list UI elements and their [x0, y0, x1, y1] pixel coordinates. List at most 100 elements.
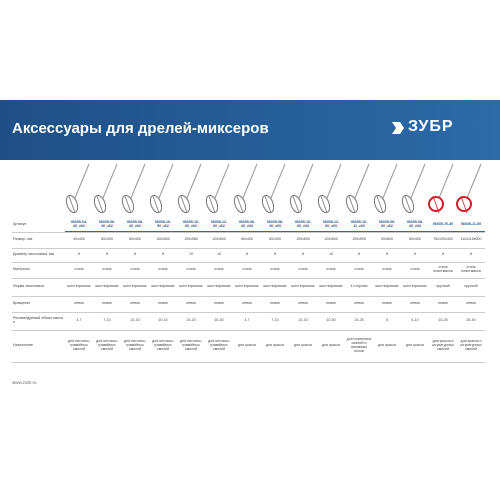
cell: 8	[302, 252, 304, 257]
cell: сталь	[102, 267, 112, 272]
cell: 8	[386, 252, 388, 257]
cell: 06035-10-50_z02	[154, 220, 172, 228]
cell: для песчано-гравийных смесей	[68, 339, 90, 351]
cell: для красок	[321, 343, 341, 348]
cell: сталь пластмасса	[433, 265, 453, 273]
cell: для песчано-гравийных смесей	[152, 339, 174, 351]
cell: 10	[189, 252, 193, 257]
cell: 06035-08-40_z03	[266, 220, 284, 228]
cell: шестигранник	[263, 284, 287, 289]
cell: шестигранник	[403, 284, 427, 289]
cell: 80х400	[409, 237, 421, 242]
cell: левое	[438, 301, 448, 306]
cell: левое	[214, 301, 224, 306]
title: Аксессуары для дрелей-миксеров	[12, 120, 269, 137]
footer-url: www.zubr.ru	[12, 380, 37, 385]
cell: шестигранник	[319, 284, 343, 289]
cell: для песчано-гравийных смесей	[208, 339, 230, 351]
cell: 8	[274, 252, 276, 257]
cell: левое	[298, 301, 308, 306]
cell: 40х400	[73, 237, 85, 242]
cell: для красок и штукатурных смесей	[460, 339, 482, 351]
cell: 15-30	[214, 318, 224, 323]
cell: 100х600	[296, 237, 310, 242]
mixer-icon	[373, 163, 398, 214]
cell: 10-15	[298, 318, 308, 323]
cell: шестигранник	[179, 284, 203, 289]
cell: 120х600	[324, 237, 338, 242]
row-divider	[12, 262, 485, 263]
cell: для песчано-гравийных смесей	[124, 339, 146, 351]
cell: 90х600	[381, 237, 393, 242]
cell: 06035-08-40_z03	[406, 220, 424, 228]
cell: 06035-09-60_z02	[378, 220, 396, 228]
cell: 76х100х400	[433, 237, 453, 242]
mixer-icon	[289, 163, 314, 214]
row-label: Артикул	[13, 222, 27, 227]
cell: 4 стороны	[350, 284, 368, 289]
logo: ЗУБР	[408, 118, 454, 135]
row-divider	[12, 278, 485, 279]
cell: сталь	[326, 267, 336, 272]
cell: левое	[466, 301, 476, 306]
cell: 100х500	[156, 237, 170, 242]
cell: сталь	[270, 267, 280, 272]
mixer-icon	[205, 163, 230, 214]
cell: 06035-12-60_z03	[322, 220, 340, 228]
cell: левое	[326, 301, 336, 306]
cell: 4-7	[76, 318, 82, 323]
mixer-icon	[93, 163, 118, 214]
cell: 15-25	[354, 318, 364, 323]
cell: 7-10	[271, 318, 279, 323]
cell: 06035-10-60_z03	[294, 220, 312, 228]
cell: сталь	[242, 267, 252, 272]
cell: 8	[358, 252, 360, 257]
cell: круглый	[436, 284, 450, 289]
row-divider	[12, 362, 485, 363]
cell: левое	[186, 301, 196, 306]
cell: 5	[386, 318, 388, 323]
row-divider	[12, 248, 485, 249]
banner	[0, 100, 500, 160]
cell: сталь	[214, 267, 224, 272]
cell: шестигранник	[235, 284, 259, 289]
cell: 8	[106, 252, 108, 257]
cell: 06035-06-40_z02	[98, 220, 116, 228]
row-divider	[12, 312, 485, 313]
row-label: Диаметр хвостовика, мм	[13, 252, 55, 257]
cell: 110х115х600	[460, 237, 482, 242]
mixer-icon	[177, 163, 202, 214]
cell: левое	[410, 301, 420, 306]
cell: 10-15	[130, 318, 140, 323]
row-label: Рекомендуемый объем смеси, л	[13, 316, 64, 324]
logo-icon	[392, 122, 404, 134]
cell: левое	[242, 301, 252, 306]
cell: левое	[158, 301, 168, 306]
mixer-icon	[317, 163, 342, 214]
cell: для красок	[293, 343, 313, 348]
cell: 06035-10-11_z03	[350, 220, 368, 228]
cell: левое	[270, 301, 280, 306]
row-divider	[12, 330, 485, 331]
cell: для плиточных смесей и наливных полов	[346, 337, 372, 353]
cell: левое	[382, 301, 392, 306]
mixer-icon	[345, 163, 370, 214]
cell: для красок	[405, 343, 425, 348]
row-label: Размер, мм	[13, 237, 33, 242]
cell: 15-25	[438, 318, 448, 323]
cell: 06035-06-40_z03	[238, 220, 256, 228]
cell: для красок и штукатурных смесей	[432, 339, 454, 351]
cell: шестигранник	[291, 284, 315, 289]
mixer-icon	[456, 163, 482, 214]
cell: левое	[354, 301, 364, 306]
row-label: Вращение	[13, 301, 31, 306]
cell: сталь	[298, 267, 308, 272]
cell: шестигранник	[151, 284, 175, 289]
cell: для красок	[237, 343, 257, 348]
cell: 100х590	[352, 237, 366, 242]
cell: 06035-10-60_z02	[182, 220, 200, 228]
mixer-icon	[428, 163, 454, 214]
mixer-icon	[65, 163, 90, 214]
cell: 60х400	[241, 237, 253, 242]
cell: левое	[102, 301, 112, 306]
